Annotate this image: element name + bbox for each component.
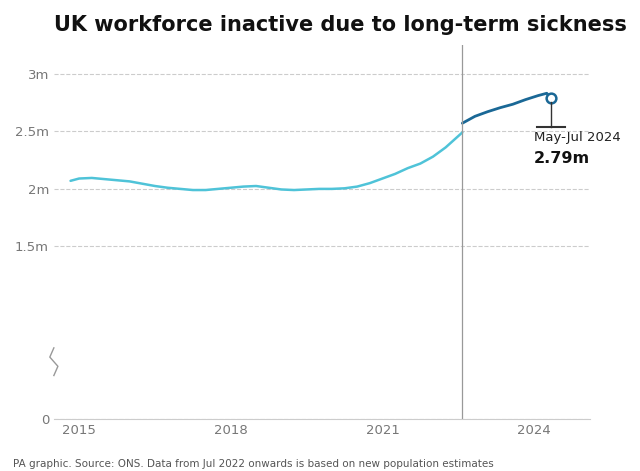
Text: UK workforce inactive due to long-term sickness: UK workforce inactive due to long-term s…: [54, 15, 627, 35]
Text: 2.79m: 2.79m: [534, 151, 590, 166]
Text: May-Jul 2024: May-Jul 2024: [534, 131, 621, 144]
Text: PA graphic. Source: ONS. Data from Jul 2022 onwards is based on new population e: PA graphic. Source: ONS. Data from Jul 2…: [13, 459, 493, 469]
